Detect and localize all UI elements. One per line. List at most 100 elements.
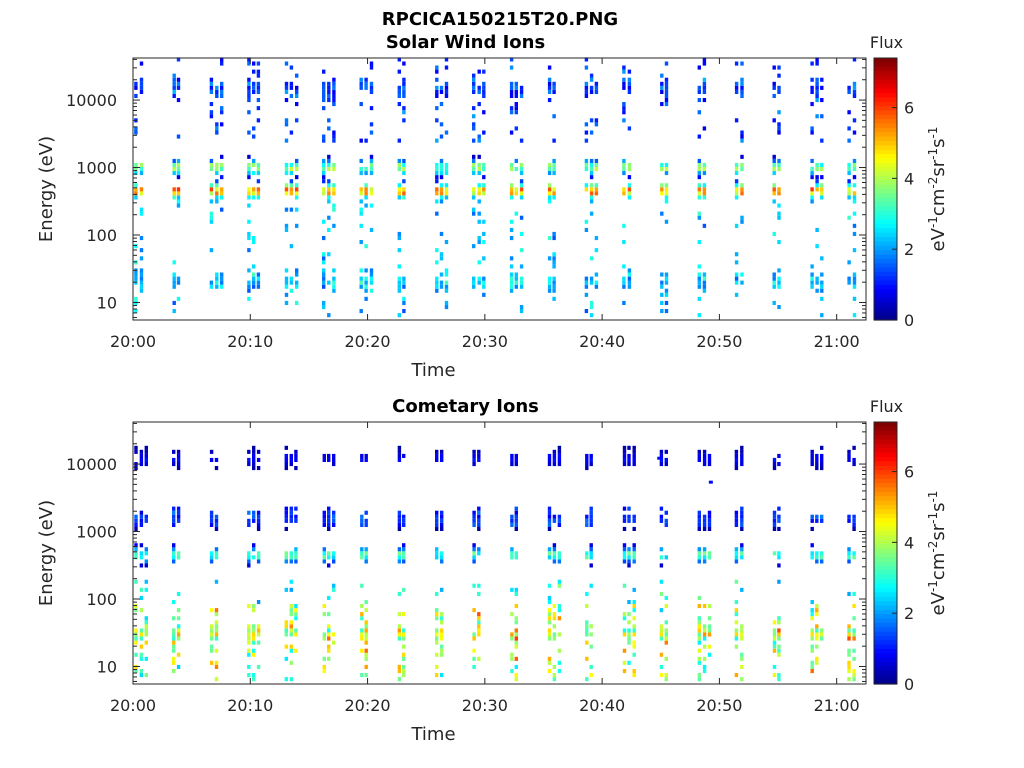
spectrogram-cell (439, 187, 444, 192)
spectrogram-cell (697, 296, 701, 301)
spectrogram-cell (547, 669, 552, 674)
spectrogram-cell (820, 551, 824, 556)
spectrogram-cell (360, 555, 364, 560)
spectrogram-cell (172, 77, 176, 82)
spectrogram-cell (477, 199, 481, 204)
spectrogram-cell (740, 551, 744, 556)
spectrogram-cell (772, 187, 776, 192)
spectrogram-cell (440, 522, 444, 527)
spectrogram-cell (435, 632, 439, 637)
spectrogram-cell (552, 171, 556, 176)
spectrogram-cell (332, 518, 336, 523)
spectrogram-cell (622, 616, 627, 621)
colorbar-segment (874, 175, 897, 181)
spectrogram-cell (144, 462, 148, 467)
spectrogram-cell (622, 118, 626, 123)
colorbar-segment (874, 136, 897, 142)
spectrogram-cell (209, 559, 214, 564)
spectrogram-cell (247, 648, 251, 653)
spectrogram-cell (622, 632, 627, 637)
spectrogram-cell (552, 632, 557, 637)
spectrogram-cell (589, 256, 594, 261)
spectrogram-cell (815, 175, 819, 180)
spectrogram-cell (364, 620, 368, 625)
spectrogram-cell (585, 604, 589, 609)
colorbar-segment (874, 267, 897, 273)
spectrogram-cell (589, 457, 593, 462)
spectrogram-cell (247, 284, 251, 289)
spectrogram-cell (472, 77, 476, 82)
spectrogram-cell (622, 660, 627, 665)
colorbar-segment (874, 526, 897, 532)
spectrogram-cell (552, 636, 557, 641)
colorbar-segment (874, 293, 897, 299)
spectrogram-cell (444, 195, 449, 200)
spectrogram-cell (514, 506, 518, 511)
spectrogram-cell (589, 673, 593, 678)
spectrogram-cell (514, 591, 518, 596)
spectrogram-cell (176, 81, 181, 86)
spectrogram-cell (472, 85, 476, 90)
spectrogram-cell (477, 616, 481, 621)
spectrogram-cell (322, 85, 326, 90)
spectrogram-cell (589, 664, 593, 669)
colorbar-segment (874, 66, 897, 72)
colorbar-segment (874, 557, 897, 563)
spectrogram-cell (139, 551, 144, 556)
spectrogram-cell (214, 660, 219, 665)
spectrogram-cell (820, 114, 824, 119)
spectrogram-cell (284, 167, 289, 172)
spectrogram-cell (777, 215, 781, 220)
colorbar-segment (874, 670, 897, 676)
spectrogram-cell (440, 616, 444, 621)
spectrogram-cell (472, 664, 476, 669)
spectrogram-cell (477, 236, 481, 241)
spectrogram-cell (247, 640, 251, 645)
spectrogram-cell (284, 506, 288, 511)
spectrogram-cell (627, 563, 631, 568)
spectrogram-cell (557, 648, 562, 653)
spectrogram-cell (252, 673, 256, 678)
spectrogram-cell (176, 453, 181, 458)
spectrogram-cell (622, 457, 627, 462)
spectrogram-cell (289, 85, 294, 90)
spectrogram-cell (847, 167, 851, 172)
spectrogram-cell (289, 93, 294, 98)
spectrogram-cell (589, 547, 593, 552)
colorbar-segment (874, 189, 897, 194)
spectrogram-cell (289, 551, 293, 556)
spectrogram-cell (172, 195, 176, 200)
spectrogram-cell (284, 518, 288, 523)
spectrogram-cell (772, 466, 777, 471)
spectrogram-cell (435, 636, 439, 641)
spectrogram-cell (589, 624, 593, 629)
spectrogram-cell (472, 89, 476, 94)
spectrogram-cell (514, 110, 518, 115)
spectrogram-cell (594, 167, 599, 172)
y-axis-label: Energy (eV) (36, 500, 57, 606)
spectrogram-cell (322, 167, 326, 172)
colorbar-segment (874, 162, 897, 168)
spectrogram-cell (289, 510, 293, 515)
spectrogram-cell (514, 462, 518, 467)
spectrogram-cell (847, 648, 851, 653)
spectrogram-cell (247, 81, 251, 86)
spectrogram-cell (397, 231, 401, 236)
spectrogram-cell (810, 600, 814, 605)
colorbar-segment (874, 618, 897, 624)
colorbar-segment (874, 167, 897, 173)
spectrogram-cell (172, 640, 176, 645)
x-axis-label: Time (410, 724, 455, 745)
spectrogram-cell (256, 167, 261, 172)
spectrogram-cell (322, 276, 326, 281)
spectrogram-cell (552, 453, 557, 458)
spectrogram-cell (815, 288, 819, 293)
spectrogram-cell (364, 280, 368, 285)
axes-frame (132, 421, 867, 685)
spectrogram-cell (439, 89, 444, 94)
spectrogram-cell (519, 195, 524, 200)
spectrogram-cell (815, 604, 819, 609)
spectrogram-cell (584, 93, 589, 98)
spectrogram-cell (359, 191, 363, 196)
spectrogram-cell (215, 126, 219, 131)
